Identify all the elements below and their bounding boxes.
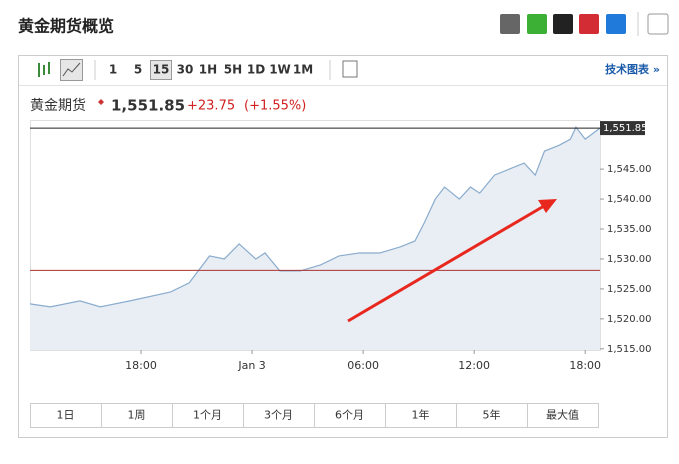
interval-button[interactable]: 5H xyxy=(224,63,242,77)
page-title: 黄金期货概览 xyxy=(18,17,114,36)
range-label[interactable]: 1年 xyxy=(412,408,430,422)
range-label[interactable]: 5年 xyxy=(483,408,501,422)
wechat-icon[interactable] xyxy=(527,14,547,34)
y-tick-label: 1,515.00 xyxy=(607,344,652,355)
mail-icon[interactable] xyxy=(500,14,520,34)
area-fill xyxy=(30,127,600,350)
range-label[interactable]: 最大值 xyxy=(546,408,579,422)
tech-chart-link[interactable]: 技术图表 » xyxy=(605,62,660,76)
arrow-head xyxy=(538,199,557,213)
interval-button[interactable]: 1 xyxy=(109,63,117,77)
x-tick-label: 18:00 xyxy=(569,359,601,372)
interval-button[interactable]: 5 xyxy=(134,63,142,77)
interval-button[interactable]: 15 xyxy=(153,63,170,77)
x-tick-label: 18:00 xyxy=(125,359,157,372)
x-tick-label: 06:00 xyxy=(347,359,379,372)
candle-glyph xyxy=(38,62,50,77)
x-tick-label: 12:00 xyxy=(458,359,490,372)
range-button[interactable] xyxy=(527,403,599,428)
y-tick-label: 1,545.00 xyxy=(607,164,652,175)
info-icon[interactable] xyxy=(647,13,669,35)
interval-button[interactable]: 1H xyxy=(199,63,217,77)
quote-price: 1,551.85 xyxy=(111,97,185,115)
x-tick-label: Jan 3 xyxy=(237,359,265,372)
quote-change: +23.75 xyxy=(187,99,235,114)
weibo-icon[interactable] xyxy=(579,14,599,34)
interval-button[interactable]: 1W xyxy=(269,63,291,77)
y-tick-label: 1,525.00 xyxy=(607,284,652,295)
line-icon[interactable] xyxy=(60,59,83,81)
last-price-tag xyxy=(600,121,645,136)
interval-selected xyxy=(150,60,172,80)
range-label[interactable]: 1个月 xyxy=(193,409,222,422)
alert-icon xyxy=(98,99,104,105)
range-button[interactable] xyxy=(456,403,528,428)
interval-button[interactable]: 1M xyxy=(293,63,313,77)
quote-name: 黄金期货 xyxy=(30,97,86,114)
y-tick-label: 1,530.00 xyxy=(607,254,652,265)
range-label[interactable]: 3个月 xyxy=(264,409,293,422)
favorite-icon[interactable] xyxy=(606,14,626,34)
range-label[interactable]: 1周 xyxy=(128,409,146,422)
y-tick-label: 1,535.00 xyxy=(607,224,652,235)
range-button[interactable] xyxy=(101,403,173,428)
annotation-arrow xyxy=(347,204,545,323)
y-tick-label: 1,520.00 xyxy=(607,314,652,325)
range-button[interactable] xyxy=(314,403,386,428)
interval-button[interactable]: 30 xyxy=(177,63,194,77)
line-glyph xyxy=(62,62,81,77)
table-icon[interactable] xyxy=(342,60,358,78)
interval-button[interactable]: 1D xyxy=(247,63,265,77)
y-tick-label: 1,540.00 xyxy=(607,194,652,205)
range-button[interactable] xyxy=(243,403,315,428)
plot: 1,515.00 1,520.00 1,525.00 1,530.00 1,535.00… xyxy=(29,121,652,372)
range-label[interactable]: 6个月 xyxy=(335,409,364,422)
qq-icon[interactable] xyxy=(553,14,573,34)
quote-change-pct: (+1.55%) xyxy=(244,99,306,114)
range-bar: 1日 1周 1个月 3个月 6个月 1年 5年 最大值 xyxy=(30,403,599,428)
last-price-label: 1,551.85 xyxy=(603,123,648,134)
range-label[interactable]: 1日 xyxy=(57,409,75,422)
price-line xyxy=(29,126,601,308)
